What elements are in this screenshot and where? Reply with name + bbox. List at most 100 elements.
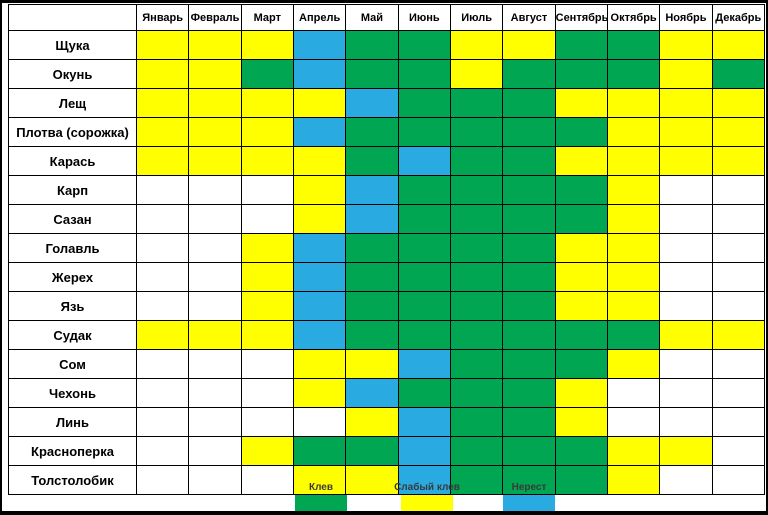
calendar-cell [502, 175, 556, 205]
calendar-cell [606, 146, 661, 176]
fish-label: Сазан [8, 204, 137, 234]
fish-label: Толстолобик [8, 465, 137, 495]
calendar-cell [397, 175, 451, 205]
month-header-cell: Октябрь [606, 4, 661, 31]
calendar-cell [188, 117, 242, 147]
calendar-cell [135, 349, 190, 379]
calendar-cell [711, 320, 766, 350]
fish-row: Чехонь [8, 378, 766, 408]
calendar-cell [711, 407, 766, 437]
calendar-cell [606, 233, 661, 263]
calendar-cell [240, 262, 294, 292]
calendar-cell [135, 465, 190, 495]
calendar-cell [711, 291, 766, 321]
calendar-cell [345, 59, 399, 89]
calendar-cell [240, 436, 294, 466]
calendar-cell [502, 117, 556, 147]
calendar-cell [135, 291, 190, 321]
calendar-cell [345, 465, 399, 495]
calendar-cell [659, 146, 713, 176]
fish-label: Сом [8, 349, 137, 379]
calendar-cell [240, 146, 294, 176]
calendar-cell [240, 175, 294, 205]
calendar-cell [502, 146, 556, 176]
calendar-cell [188, 233, 242, 263]
calendar-cell [554, 204, 608, 234]
calendar-cell [188, 175, 242, 205]
calendar-cell [606, 291, 661, 321]
calendar-cell [554, 320, 608, 350]
calendar-cell [345, 175, 399, 205]
calendar-cell [135, 378, 190, 408]
calendar-cell [659, 291, 713, 321]
legend-swatch-spawn [503, 495, 555, 511]
calendar-cell [502, 262, 556, 292]
calendar-cell [606, 378, 661, 408]
fish-row: Карась [8, 146, 766, 176]
month-header-cell: Ноябрь [659, 4, 713, 31]
calendar-cell [345, 378, 399, 408]
calendar-cell [240, 320, 294, 350]
calendar-cell [135, 88, 190, 118]
calendar-cell [659, 320, 713, 350]
calendar-cell [240, 349, 294, 379]
month-header-cell: Апрель [292, 4, 347, 31]
calendar-cell [397, 320, 451, 350]
calendar-cell [397, 291, 451, 321]
calendar-cell [135, 117, 190, 147]
calendar-cell [659, 233, 713, 263]
calendar-cell [606, 175, 661, 205]
calendar-cell [345, 320, 399, 350]
calendar-cell [188, 378, 242, 408]
calendar-cell [188, 291, 242, 321]
calendar-cell [292, 262, 347, 292]
calendar-cell [502, 204, 556, 234]
calendar-cell [240, 117, 294, 147]
calendar-cell [606, 407, 661, 437]
calendar-cell [292, 407, 347, 437]
calendar-cell [292, 378, 347, 408]
fish-label: Жерех [8, 262, 137, 292]
calendar-cell [188, 204, 242, 234]
calendar-cell [711, 349, 766, 379]
calendar-cell [554, 262, 608, 292]
calendar-cell [188, 88, 242, 118]
calendar-cell [502, 465, 556, 495]
calendar-cell [449, 30, 504, 60]
calendar-cell [449, 262, 504, 292]
calendar-body: Щука Окунь Лещ Плотва (сорожка) Карась Карп Са… [8, 30, 766, 495]
calendar-cell [240, 465, 294, 495]
calendar-cell [659, 117, 713, 147]
calendar-cell [397, 407, 451, 437]
calendar-cell [188, 349, 242, 379]
calendar-cell [659, 204, 713, 234]
legend-item-weak: Слабый клев [372, 482, 482, 511]
calendar-cell [345, 291, 399, 321]
calendar-cell [502, 291, 556, 321]
calendar-cell [711, 262, 766, 292]
calendar-cell [554, 291, 608, 321]
calendar-cell [188, 146, 242, 176]
fish-label: Язь [8, 291, 137, 321]
legend-item-spawn: Нерест [474, 482, 584, 511]
calendar-cell [292, 117, 347, 147]
calendar-cell [292, 30, 347, 60]
fish-row: Окунь [8, 59, 766, 89]
fish-row: Линь [8, 407, 766, 437]
fish-label: Окунь [8, 59, 137, 89]
calendar-cell [606, 30, 661, 60]
calendar-cell [292, 349, 347, 379]
calendar-cell [397, 233, 451, 263]
calendar-cell [554, 59, 608, 89]
calendar-cell [711, 30, 766, 60]
calendar-cell [188, 30, 242, 60]
calendar-cell [711, 88, 766, 118]
calendar-cell [240, 204, 294, 234]
calendar-cell [554, 233, 608, 263]
calendar-cell [606, 436, 661, 466]
calendar-cell [554, 117, 608, 147]
calendar-cell [135, 204, 190, 234]
calendar-cell [711, 233, 766, 263]
fish-row: Жерех [8, 262, 766, 292]
month-header-cell: Февраль [188, 4, 242, 31]
